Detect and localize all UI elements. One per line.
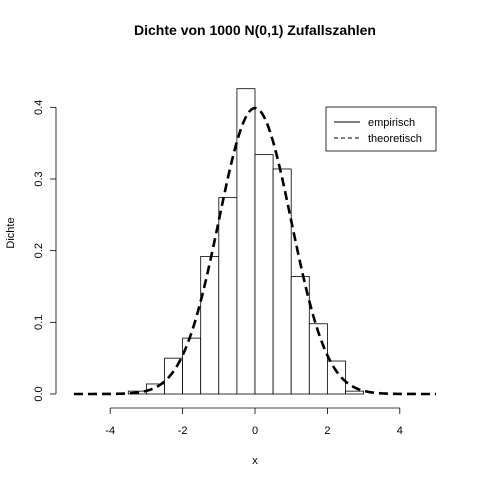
chart-title: Dichte von 1000 N(0,1) Zufallszahlen [134, 22, 376, 38]
x-axis-label: x [252, 455, 258, 467]
y-tick-label: 0.4 [33, 100, 45, 115]
x-tick-label: -2 [178, 425, 188, 437]
x-tick-label: 2 [324, 425, 330, 437]
legend-box [325, 106, 437, 152]
histogram-bars [127, 88, 365, 395]
x-tick-label: 4 [397, 425, 403, 437]
histogram-bar [200, 255, 220, 395]
y-tick-label: 0.2 [33, 243, 45, 258]
x-axis: -4 -2 0 2 4 [105, 407, 403, 437]
histogram-bar [272, 168, 292, 395]
y-tick-label: 0.0 [33, 386, 45, 401]
x-tick-label: -4 [105, 425, 115, 437]
y-axis: 0.0 0.1 0.2 0.3 0.4 [33, 100, 57, 402]
y-tick-label: 0.1 [33, 315, 45, 330]
legend-entry-theoretisch: theoretisch [368, 133, 422, 145]
legend: empirisch theoretisch [325, 106, 437, 152]
y-axis-label: Dichte [5, 217, 17, 248]
histogram-bar [164, 357, 184, 395]
x-tick-label: 0 [252, 425, 258, 437]
histogram-bar [326, 360, 346, 395]
histogram-bar [345, 390, 365, 395]
legend-entry-empirisch: empirisch [368, 117, 415, 129]
histogram-bar [254, 154, 274, 395]
y-tick-label: 0.3 [33, 171, 45, 186]
theoretical-density-curve [74, 106, 436, 396]
histogram-bar [218, 197, 238, 395]
